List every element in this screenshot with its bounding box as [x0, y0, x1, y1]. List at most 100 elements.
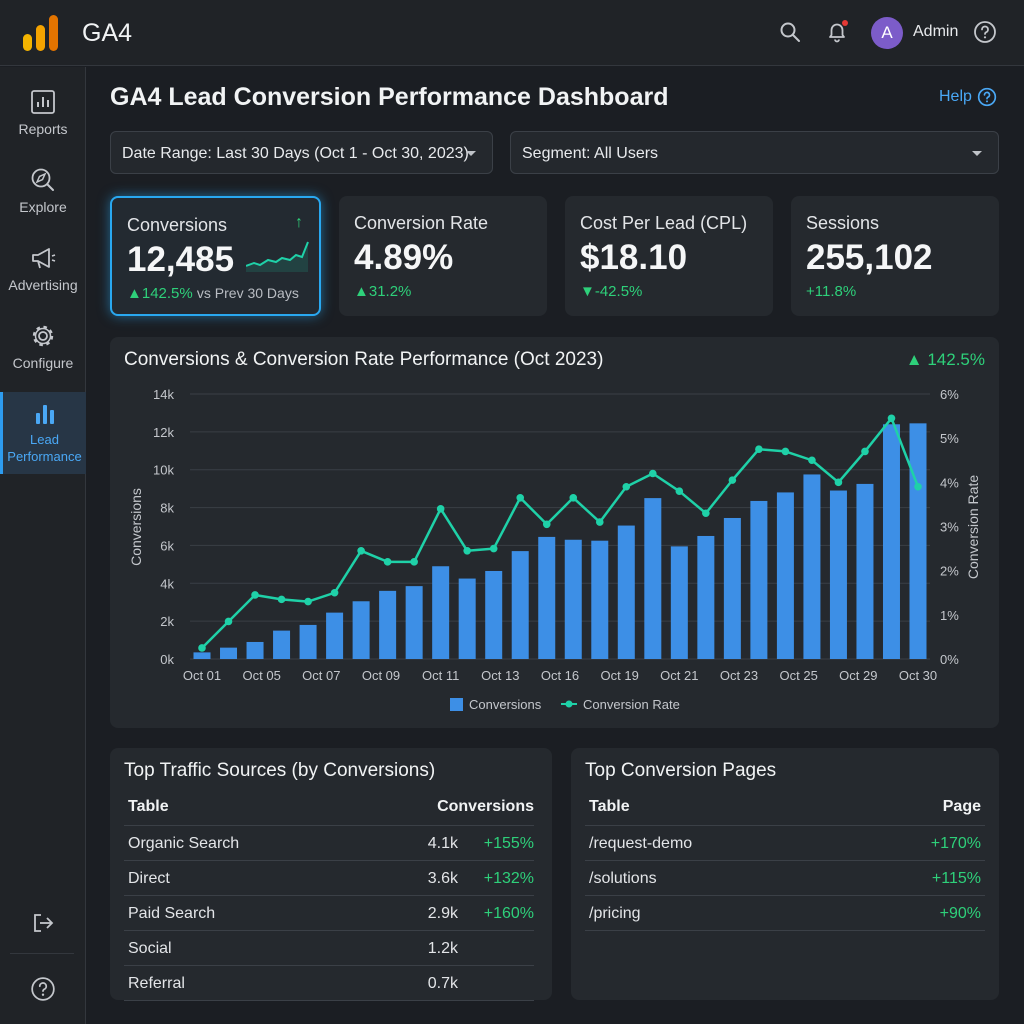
- source-name: Paid Search: [128, 905, 216, 922]
- rate-point: [702, 509, 710, 518]
- search-icon[interactable]: [778, 20, 802, 44]
- bar: [246, 641, 264, 659]
- table-row[interactable]: /request-demo +170%: [585, 826, 985, 861]
- rate-point: [569, 493, 578, 502]
- rate-point: [198, 644, 206, 652]
- kpi-delta: +11.8%: [806, 283, 857, 300]
- sidebar-divider: [10, 953, 74, 954]
- bar: [485, 570, 503, 659]
- table-row[interactable]: Direct 3.6k +132%: [124, 861, 534, 896]
- bar: [670, 546, 688, 659]
- sidebar-item-reports[interactable]: Reports: [0, 89, 86, 159]
- source-change: +132%: [483, 870, 534, 887]
- kpi-delta: ▼-42.5%: [580, 283, 643, 300]
- y-tick-label: 12k: [153, 425, 174, 440]
- table-row[interactable]: Paid Search 2.9k +160%: [124, 896, 534, 931]
- sidebar-item-label: Configure: [12, 355, 74, 371]
- ga4-logo-icon[interactable]: [22, 14, 60, 52]
- sidebar-item-label-line2: Performance: [7, 449, 82, 464]
- kpi-delta-note: vs Prev 30 Days: [196, 285, 299, 301]
- y-tick-label: 10k: [153, 463, 174, 478]
- source-change: +155%: [483, 835, 534, 852]
- traffic-sources-title: Top Traffic Sources (by Conversions): [124, 760, 436, 781]
- page-path: /solutions: [589, 870, 657, 887]
- logout-icon[interactable]: [31, 911, 55, 935]
- x-tick-label: Oct 19: [601, 668, 639, 683]
- table-row[interactable]: /pricing +90%: [585, 896, 985, 931]
- chart-panel: Conversions & Conversion Rate Performanc…: [110, 337, 999, 728]
- avatar[interactable]: A: [871, 17, 903, 49]
- page-path: /pricing: [589, 905, 641, 922]
- rate-point: [755, 445, 763, 454]
- bar: [697, 535, 715, 659]
- x-tick-label: Oct 09: [362, 668, 400, 683]
- page-change: +170%: [930, 835, 981, 852]
- rate-point: [277, 595, 286, 604]
- kpi-label: Cost Per Lead (CPL): [580, 213, 748, 233]
- column-header[interactable]: Table: [128, 798, 169, 815]
- rate-point: [861, 447, 869, 456]
- advertising-icon: [32, 248, 56, 269]
- user-name[interactable]: Admin: [913, 23, 959, 40]
- column-header[interactable]: Page: [942, 798, 981, 815]
- bar: [538, 536, 556, 659]
- segment-select[interactable]: Segment: All Users: [510, 131, 999, 174]
- kpi-card-conversions[interactable]: Conversions ↑ 12,485 ▲142.5% vs Prev 30 …: [110, 196, 321, 316]
- help-circle-icon[interactable]: [30, 976, 56, 1002]
- help-link[interactable]: Help: [939, 87, 997, 107]
- configure-icon: [32, 325, 54, 347]
- y-tick-label: 8k: [160, 501, 174, 516]
- sidebar-item-configure[interactable]: Configure: [0, 323, 86, 393]
- kpi-card-cost-per-lead[interactable]: Cost Per Lead (CPL) $18.10 ▼-42.5%: [565, 196, 773, 316]
- top-bar: GA4 A Admin: [0, 0, 1024, 66]
- help-circle-icon[interactable]: [973, 20, 997, 44]
- x-tick-label: Oct 25: [780, 668, 818, 683]
- bar: [193, 652, 211, 659]
- rate-point: [357, 546, 365, 555]
- kpi-label: Conversion Rate: [354, 213, 489, 233]
- bar: [750, 500, 768, 659]
- bell-icon[interactable]: [825, 20, 849, 44]
- rate-point: [914, 482, 922, 491]
- bar: [644, 498, 662, 659]
- kpi-label: Conversions: [127, 215, 228, 235]
- table-row[interactable]: Referral 0.7k: [124, 966, 534, 1001]
- rate-point: [489, 544, 498, 553]
- kpi-value: $18.10: [580, 238, 688, 277]
- table-row[interactable]: Organic Search 4.1k +155%: [124, 826, 534, 861]
- source-name: Referral: [128, 975, 185, 992]
- bar: [511, 551, 529, 659]
- bar: [273, 630, 291, 659]
- kpi-label: Sessions: [806, 213, 880, 233]
- table-row[interactable]: Social 1.2k: [124, 931, 534, 966]
- y-tick-label: 0k: [160, 652, 174, 667]
- page-change: +115%: [931, 870, 981, 887]
- legend-label-rate: Conversion Rate: [583, 697, 680, 712]
- rate-point: [463, 546, 471, 555]
- column-header[interactable]: Conversions: [437, 798, 534, 815]
- traffic-sources-panel: Top Traffic Sources (by Conversions) Tab…: [110, 748, 552, 1001]
- x-tick-label: Oct 21: [660, 668, 698, 683]
- chart-title: Conversions & Conversion Rate Performanc…: [124, 349, 604, 370]
- date-range-select[interactable]: Date Range: Last 30 Days (Oct 1 - Oct 30…: [110, 131, 493, 174]
- rate-point: [383, 558, 392, 566]
- y2-tick-label: 6%: [940, 387, 959, 402]
- kpi-delta: ▲142.5% vs Prev 30 Days: [127, 285, 299, 302]
- sidebar-item-explore[interactable]: Explore: [0, 167, 86, 237]
- kpi-card-conversion-rate[interactable]: Conversion Rate 4.89% ▲31.2%: [339, 196, 547, 316]
- sidebar-item-lead-performance[interactable]: Lead Performance: [0, 392, 86, 474]
- kpi-card-sessions[interactable]: Sessions 255,102 +11.8%: [791, 196, 999, 316]
- conversions-chart: 0k 2k 4k 6k 8k 10k 12k 14k 0% 1% 2% 3% 4% 5% 6% Convers…: [128, 387, 981, 712]
- table-row[interactable]: /solutions +115%: [585, 861, 985, 896]
- rate-point: [516, 493, 525, 502]
- sidebar-item-label-line1: Lead: [30, 432, 59, 447]
- sidebar-item-advertising[interactable]: Advertising: [0, 245, 86, 315]
- source-value: 2.9k: [427, 905, 458, 922]
- bar: [432, 566, 450, 659]
- y2-tick-label: 4%: [940, 475, 959, 490]
- x-tick-label: Oct 07: [302, 668, 340, 683]
- bar: [776, 492, 794, 659]
- conversion-pages-title: Top Conversion Pages: [585, 760, 777, 781]
- column-header[interactable]: Table: [589, 798, 630, 815]
- bar: [882, 424, 900, 659]
